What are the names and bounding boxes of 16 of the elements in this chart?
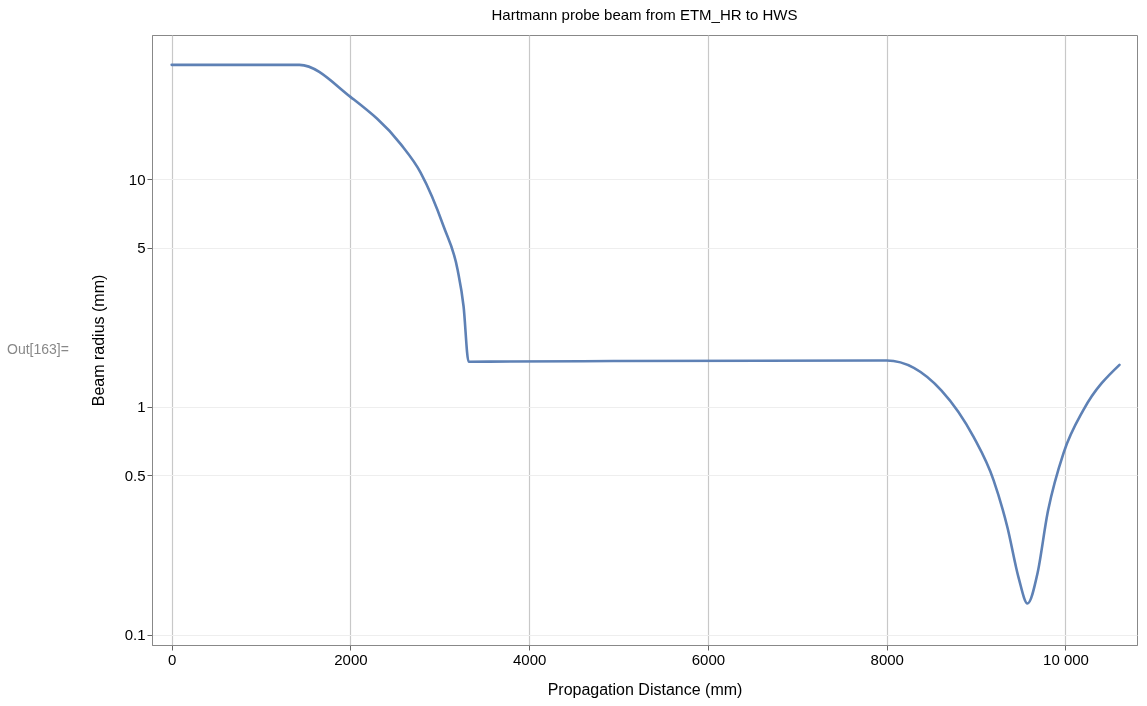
text: Out[163]= xyxy=(7,341,69,357)
x-tick-label: 2000 xyxy=(334,650,368,668)
chart-title: Hartmann probe beam from ETM_HR to HWS xyxy=(491,6,798,23)
y-tick-label: 1 xyxy=(137,398,146,416)
x-tick-label: 8000 xyxy=(870,650,904,668)
y-tick-label: 0.1 xyxy=(124,626,146,644)
x-axis-title: Propagation Distance (mm) xyxy=(547,680,743,698)
x-tick-label: 6000 xyxy=(691,650,726,668)
y-tick-label: 5 xyxy=(137,239,146,257)
x-tick-label: 10 000 xyxy=(1043,650,1089,668)
x-tick-label: 4000 xyxy=(513,650,547,668)
x-tick-label: 0 xyxy=(167,650,177,668)
y-tick-label: 10 xyxy=(128,170,146,188)
y-tick-label: 0.5 xyxy=(124,466,146,484)
line-series xyxy=(170,63,1121,605)
y-axis-title: Beam radius (mm) xyxy=(89,274,107,407)
